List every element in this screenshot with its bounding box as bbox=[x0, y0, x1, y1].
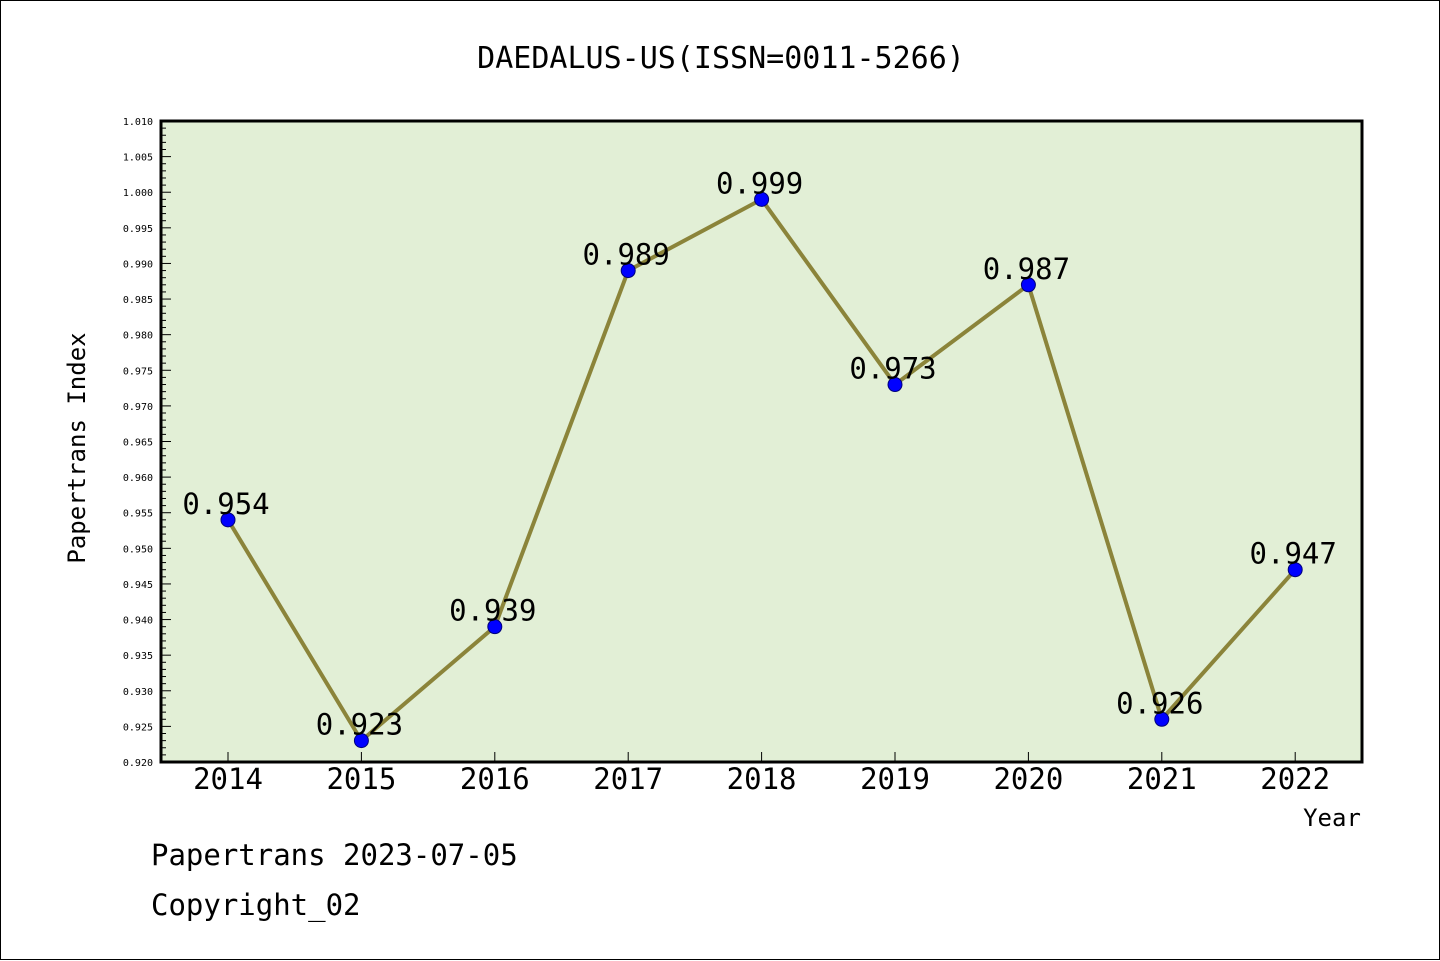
y-tick-label: 0.990 bbox=[123, 259, 153, 270]
y-tick-label: 0.960 bbox=[123, 473, 153, 484]
y-tick-label: 0.925 bbox=[123, 722, 153, 733]
x-tick-label: 2020 bbox=[993, 762, 1063, 796]
y-tick-label: 0.935 bbox=[123, 651, 153, 662]
y-tick-label: 0.955 bbox=[123, 509, 153, 520]
y-tick-label: 0.945 bbox=[123, 580, 153, 591]
x-tick-label: 2022 bbox=[1260, 762, 1330, 796]
data-point bbox=[887, 377, 903, 393]
chart-title: DAEDALUS-US(ISSN=0011-5266) bbox=[477, 41, 965, 76]
data-label: 0.987 bbox=[983, 252, 1070, 286]
y-tick-label: 0.950 bbox=[123, 544, 153, 555]
plot-area bbox=[159, 119, 1364, 764]
y-tick-label: 0.965 bbox=[123, 438, 153, 449]
data-point bbox=[1020, 277, 1036, 293]
data-label: 0.973 bbox=[849, 352, 936, 386]
data-label: 0.926 bbox=[1116, 686, 1203, 720]
data-point bbox=[1287, 562, 1303, 578]
x-tick-label: 2018 bbox=[727, 762, 797, 796]
data-point bbox=[353, 733, 369, 749]
y-tick-label: 1.005 bbox=[123, 153, 153, 164]
data-label: 0.999 bbox=[716, 166, 803, 200]
x-tick-label: 2017 bbox=[593, 762, 663, 796]
y-tick-label: 0.970 bbox=[123, 402, 153, 413]
data-point bbox=[220, 512, 236, 528]
x-tick-label: 2014 bbox=[193, 762, 263, 796]
data-points bbox=[220, 191, 1303, 749]
y-tick-label: 0.940 bbox=[123, 616, 153, 627]
y-tick-label: 1.010 bbox=[123, 117, 153, 128]
y-axis-label: Papertrans Index bbox=[63, 332, 91, 563]
x-tick-label: 2016 bbox=[460, 762, 530, 796]
x-axis-label: Year bbox=[1303, 804, 1361, 832]
x-tick-label: 2021 bbox=[1127, 762, 1197, 796]
data-label: 0.923 bbox=[316, 708, 403, 742]
x-axis: 2014 2015 2016 2017 2018 2019 2020 2021 2022 bbox=[193, 752, 1330, 796]
data-label: 0.939 bbox=[449, 594, 536, 628]
data-point bbox=[1154, 711, 1170, 727]
data-labels: 0.954 0.923 0.939 0.989 0.999 0.973 0.987 0.926… bbox=[182, 166, 1337, 741]
x-tick-label: 2019 bbox=[860, 762, 930, 796]
data-label: 0.954 bbox=[182, 487, 269, 521]
y-axis: 0.920 0.925 0.930 0.935 0.940 0.945 0.950 0.955… bbox=[123, 117, 171, 769]
y-tick-label: 0.920 bbox=[123, 758, 153, 769]
footer-copyright: Copyright_02 bbox=[151, 888, 361, 923]
y-tick-label: 0.995 bbox=[123, 224, 153, 235]
data-point bbox=[620, 263, 636, 279]
y-tick-label: 1.000 bbox=[123, 188, 153, 199]
y-tick-label: 0.985 bbox=[123, 295, 153, 306]
x-tick-label: 2015 bbox=[326, 762, 396, 796]
footer-date: Papertrans 2023-07-05 bbox=[151, 838, 518, 872]
y-tick-label: 0.980 bbox=[123, 331, 153, 342]
data-label: 0.947 bbox=[1250, 537, 1337, 571]
y-tick-label: 0.975 bbox=[123, 366, 153, 377]
data-label: 0.989 bbox=[583, 238, 670, 272]
data-point bbox=[487, 619, 503, 635]
y-tick-label: 0.930 bbox=[123, 687, 153, 698]
data-point bbox=[754, 191, 770, 207]
